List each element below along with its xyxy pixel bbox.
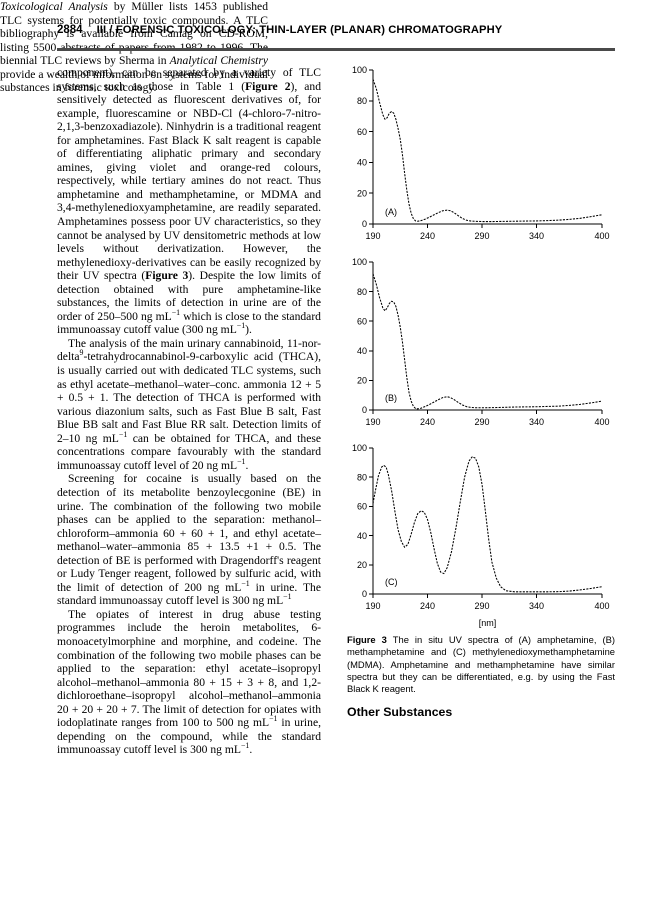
svg-text:60: 60 [357, 316, 367, 326]
svg-text:40: 40 [357, 158, 367, 168]
svg-text:100: 100 [352, 257, 367, 267]
svg-text:100: 100 [352, 443, 367, 453]
svg-text:290: 290 [475, 231, 490, 241]
running-head: 2884 III / FORENSIC TOXICOLOGY: THIN-LAY… [57, 24, 615, 36]
svg-text:0: 0 [362, 219, 367, 229]
header-rule [57, 48, 615, 51]
figure-caption-text: The in situ UV spectra of (A) amphetamin… [347, 634, 615, 695]
svg-text:80: 80 [357, 287, 367, 297]
svg-text:240: 240 [420, 417, 435, 427]
svg-text:[nm]: [nm] [479, 618, 497, 628]
paragraph: component), can be separated by a variet… [57, 66, 321, 337]
svg-text:100: 100 [352, 65, 367, 75]
svg-text:(A): (A) [385, 207, 397, 217]
svg-text:190: 190 [365, 231, 380, 241]
running-head-title: III / FORENSIC TOXICOLOGY: THIN-LAYER (P… [96, 24, 503, 36]
page-number: 2884 [57, 24, 83, 36]
figure-caption-label: Figure 3 [347, 634, 387, 645]
svg-text:60: 60 [357, 502, 367, 512]
paragraph: Screening for cocaine is usually based o… [57, 472, 322, 608]
svg-text:60: 60 [357, 127, 367, 137]
svg-text:340: 340 [529, 601, 544, 611]
svg-text:400: 400 [594, 601, 609, 611]
svg-text:20: 20 [357, 188, 367, 198]
figure-caption: Figure 3 The in situ UV spectra of (A) a… [347, 634, 615, 695]
svg-text:20: 20 [357, 376, 367, 386]
section-heading-other-substances: Other Substances [347, 705, 453, 719]
svg-text:240: 240 [420, 601, 435, 611]
svg-text:400: 400 [594, 417, 609, 427]
svg-text:340: 340 [529, 417, 544, 427]
svg-text:(C): (C) [385, 577, 398, 587]
svg-text:290: 290 [475, 417, 490, 427]
svg-text:20: 20 [357, 560, 367, 570]
svg-text:290: 290 [475, 601, 490, 611]
svg-text:0: 0 [362, 589, 367, 599]
svg-text:40: 40 [357, 531, 367, 541]
chart-panel-c: 0 20 40 60 80 100 190 240 290 340 400 (C) [nm] [352, 443, 610, 628]
svg-text:400: 400 [594, 231, 609, 241]
svg-text:40: 40 [357, 346, 367, 356]
svg-text:190: 190 [365, 601, 380, 611]
svg-text:80: 80 [357, 472, 367, 482]
svg-text:0: 0 [362, 405, 367, 415]
figure-3: 0 20 40 60 80 100 190 240 290 340 400 (A) 0 20 40 60 80… [347, 62, 615, 638]
svg-text:340: 340 [529, 231, 544, 241]
svg-text:240: 240 [420, 231, 435, 241]
svg-text:(B): (B) [385, 393, 397, 403]
body-column-left: component), can be separated by a variet… [57, 66, 321, 757]
paragraph: The opiates of interest in drug abuse te… [57, 607, 321, 757]
svg-text:190: 190 [365, 417, 380, 427]
chart-panel-a: 0 20 40 60 80 100 190 240 290 340 400 (A) [352, 65, 610, 241]
svg-text:80: 80 [357, 96, 367, 106]
chart-panel-b: 0 20 40 60 80 100 190 240 290 340 400 (B) [352, 257, 610, 427]
paragraph: The analysis of the main urinary cannabi… [57, 336, 321, 472]
